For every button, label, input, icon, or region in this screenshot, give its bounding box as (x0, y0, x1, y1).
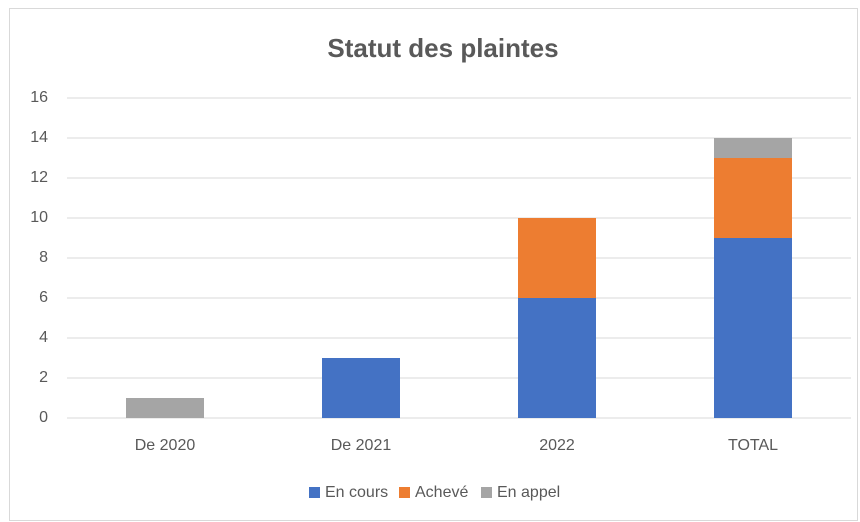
y-tick-label: 10 (30, 209, 48, 226)
x-tick-label: De 2020 (135, 437, 196, 454)
chart-title: Statut des plaintes (327, 33, 558, 63)
legend-swatch (309, 487, 320, 498)
x-tick-label: TOTAL (728, 437, 778, 454)
bar-segment (518, 218, 596, 298)
x-tick-label: De 2021 (331, 437, 392, 454)
legend-swatch (399, 487, 410, 498)
legend-label: Achevé (415, 484, 468, 501)
legend-swatch (481, 487, 492, 498)
y-tick-label: 12 (30, 169, 48, 186)
y-tick-label: 4 (39, 329, 48, 346)
y-tick-label: 0 (39, 409, 48, 426)
y-tick-label: 8 (39, 249, 48, 266)
x-tick-label: 2022 (539, 437, 575, 454)
bar-segment (714, 238, 792, 418)
y-tick-label: 2 (39, 369, 48, 386)
legend-label: En appel (497, 484, 560, 501)
bar-segment (714, 158, 792, 238)
bar-segment (714, 138, 792, 158)
y-tick-label: 14 (30, 129, 48, 146)
legend-label: En cours (325, 484, 388, 501)
y-tick-label: 6 (39, 289, 48, 306)
bar-segment (518, 298, 596, 418)
bar-segment (126, 398, 204, 418)
y-tick-label: 16 (30, 89, 48, 106)
bar-segment (322, 358, 400, 418)
